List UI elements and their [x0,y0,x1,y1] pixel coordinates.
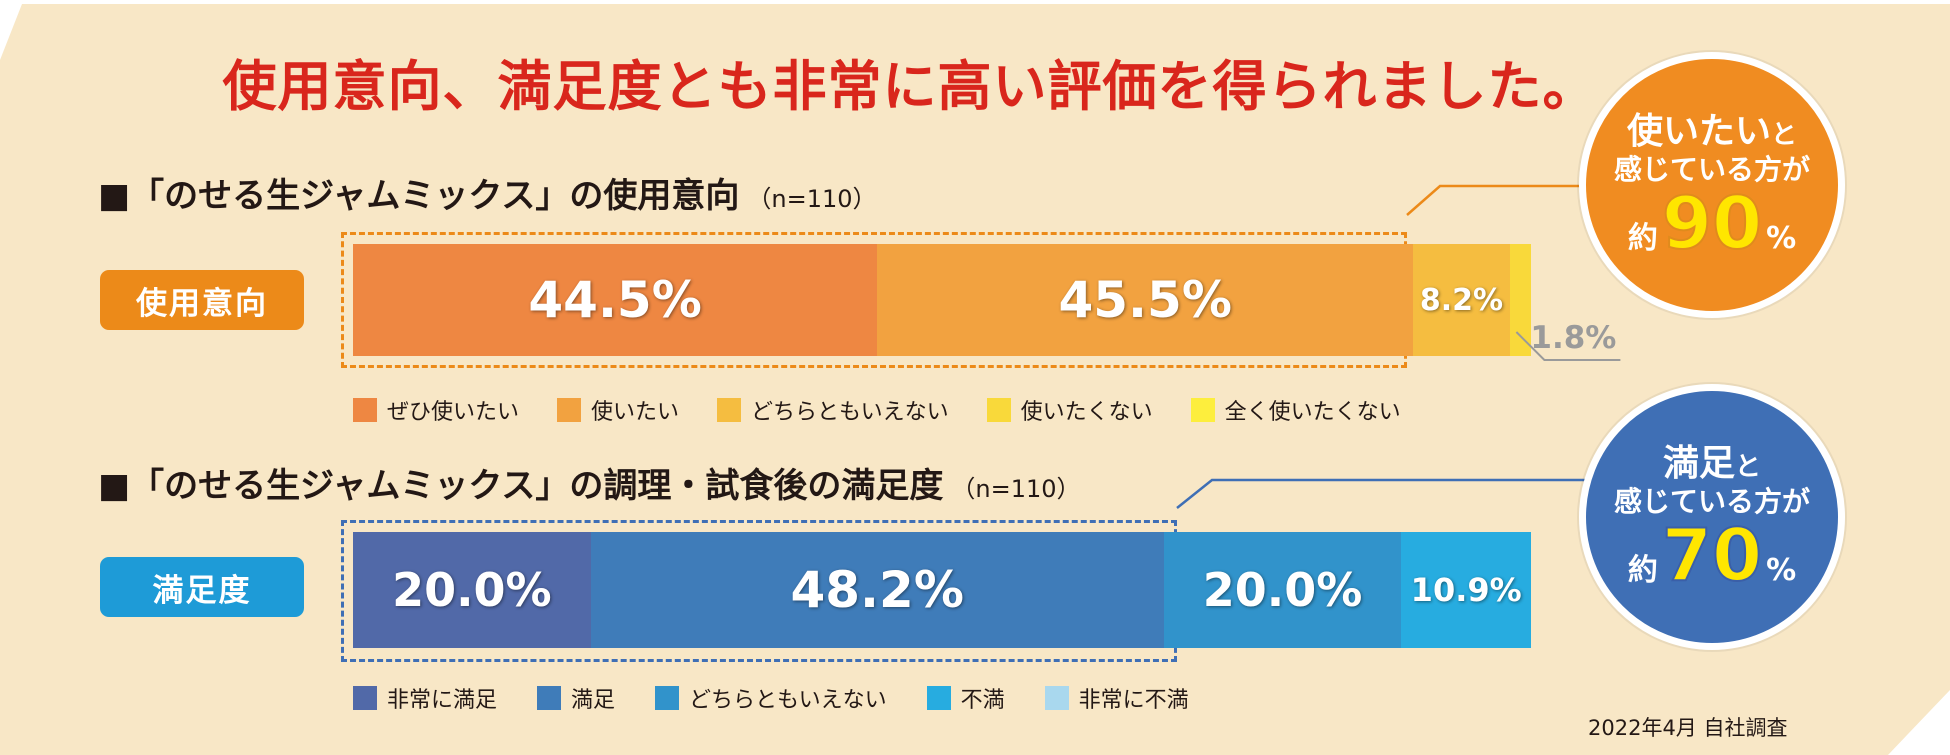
satisfaction-data-label-3: 20.0% [1202,563,1363,617]
satisfaction-legend-swatch-3 [655,686,680,710]
satisfaction-bar-segment-4: 10.9% [1401,532,1531,648]
usage-legend: ぜひ使いたい 使いたい どちらともいえない 使いたくない 全く使いたくない [353,394,1439,426]
headline: 使用意向、満足度とも非常に高い評価を得られました。 [222,54,1598,118]
usage-legend-label-4: 使いたくない [1020,400,1153,425]
usage-callout-number: 90 [1661,181,1763,266]
usage-section-title: ■「のせる生ジャムミックス」の使用意向 （n=110） [98,168,877,217]
usage-legend-item-5: 全く使いたくない [1190,394,1401,426]
usage-legend-label-5: 全く使いたくない [1224,400,1401,425]
usage-data-label-1: 44.5% [528,271,702,329]
satisfaction-pill: 満足度 [100,557,304,617]
usage-bar-segment-2: 45.5% [877,244,1414,356]
satisfaction-legend-item-5: 非常に不満 [1044,682,1189,714]
usage-callout-keyword: 使いたい [1626,110,1771,152]
satisfaction-legend-swatch-5 [1044,686,1069,710]
satisfaction-callout-value: 約 70% [1627,513,1797,598]
usage-legend-item-4: 使いたくない [986,394,1153,426]
usage-data-label-4: 1.8% [1530,320,1617,356]
satisfaction-legend-swatch-1 [353,686,377,710]
satisfaction-data-label-2: 48.2% [790,561,964,619]
satisfaction-legend-item-4: 不満 [926,682,1005,714]
usage-legend-label-1: ぜひ使いたい [387,400,520,425]
satisfaction-legend-swatch-4 [926,686,951,710]
satisfaction-legend-item-2: 満足 [537,682,615,714]
satisfaction-legend-item-1: 非常に満足 [353,682,497,714]
satisfaction-legend-label-2: 満足 [571,688,616,713]
usage-callout-approx: 約 [1627,221,1658,257]
usage-stacked-bar: 44.5% 45.5% 8.2% [353,244,1531,356]
usage-legend-swatch-3 [717,398,742,422]
satisfaction-callout-line2: 感じている方が [1613,485,1810,519]
satisfaction-callout-approx: 約 [1627,553,1658,589]
usage-legend-swatch-1 [353,398,377,422]
satisfaction-section-title: ■「のせる生ジャムミックス」の調理・試食後の満足度 （n=110） [98,458,1081,507]
satisfaction-legend-item-3: どちらともいえない [655,682,887,714]
usage-callout-value: 約 90% [1627,181,1797,266]
satisfaction-legend-swatch-2 [537,686,562,710]
usage-callout-line1: 使いたいと [1627,111,1797,152]
satisfaction-legend-label-4: 不満 [960,688,1005,713]
satisfaction-legend: 非常に満足 満足 どちらともいえない 不満 非常に不満 [353,682,1229,714]
usage-data-label-2: 45.5% [1058,271,1232,329]
usage-data-label-3: 8.2% [1419,282,1504,318]
usage-legend-label-2: 使いたい [591,400,680,425]
satisfaction-stacked-bar: 20.0% 48.2% 20.0% 10.9% [353,532,1531,648]
usage-callout-particle: と [1771,119,1798,150]
usage-bar-segment-4 [1509,244,1531,356]
satisfaction-title-text: ■「のせる生ジャムミックス」の調理・試食後の満足度 [98,466,944,506]
satisfaction-bar-segment-1: 20.0% [353,532,591,648]
satisfaction-callout-line1: 満足と [1663,443,1761,484]
usage-sample-size: （n=110） [747,185,877,213]
satisfaction-callout-percent: % [1766,553,1797,589]
satisfaction-legend-label-5: 非常に不満 [1078,688,1189,713]
satisfaction-callout-particle: と [1735,451,1762,482]
usage-pill: 使用意向 [100,270,304,330]
satisfaction-bar-segment-3: 20.0% [1163,532,1402,648]
usage-title-text: ■「のせる生ジャムミックス」の使用意向 [98,176,740,216]
usage-legend-item-2: 使いたい [557,394,679,426]
usage-callout-percent: % [1766,221,1797,257]
usage-legend-item-3: どちらともいえない [717,394,949,426]
usage-callout-line2: 感じている方が [1613,153,1810,187]
usage-callout-circle: 使いたいと 感じている方が 約 90% [1579,52,1845,318]
usage-legend-swatch-4 [986,398,1011,422]
usage-legend-label-3: どちらともいえない [751,400,949,425]
usage-bar-segment-3: 8.2% [1413,244,1510,356]
satisfaction-legend-label-1: 非常に満足 [387,688,498,713]
satisfaction-bar-segment-2: 48.2% [590,532,1164,648]
usage-legend-item-1: ぜひ使いたい [353,394,519,426]
satisfaction-callout-keyword: 満足 [1662,442,1735,484]
satisfaction-data-label-4: 10.9% [1410,571,1522,609]
satisfaction-data-label-1: 20.0% [392,563,552,617]
satisfaction-callout-circle: 満足と 感じている方が 約 70% [1579,384,1845,650]
survey-source-note: 2022年4月 自社調査 [1588,716,1788,740]
usage-bar-segment-1: 44.5% [353,244,878,356]
usage-legend-swatch-5 [1190,398,1215,422]
usage-legend-swatch-2 [557,398,582,422]
satisfaction-sample-size: （n=110） [951,475,1081,503]
satisfaction-callout-number: 70 [1661,513,1763,598]
satisfaction-legend-label-3: どちらともいえない [689,688,887,713]
